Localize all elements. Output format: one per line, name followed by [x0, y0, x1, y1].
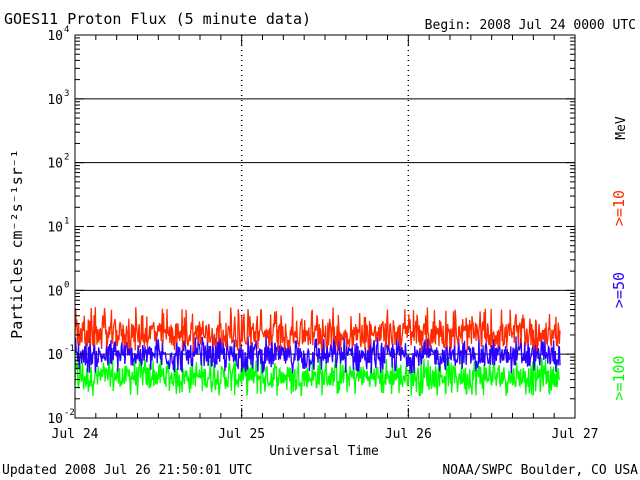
y-tick-exponent: -1 [64, 344, 75, 354]
y-tick-label: 10 [47, 157, 63, 172]
y-tick-label: 10 [47, 348, 63, 363]
y-tick-exponent: -2 [64, 408, 75, 418]
x-tick-label: Jul 24 [52, 427, 99, 442]
updated-time: Updated 2008 Jul 26 21:50:01 UTC [2, 463, 252, 478]
x-axis-label: Universal Time [269, 444, 379, 459]
begin-time: Begin: 2008 Jul 24 0000 UTC [425, 18, 636, 33]
source-label: NOAA/SWPC Boulder, CO USA [442, 463, 638, 478]
series-line-10 [74, 306, 561, 352]
y-axis-label: Particles cm⁻²s⁻¹sr⁻¹ [8, 149, 26, 339]
legend-label-10: >=10 [610, 190, 628, 226]
chart-title: GOES11 Proton Flux (5 minute data) [4, 10, 311, 28]
y-tick-exponent: 2 [64, 153, 69, 163]
series-line-50 [74, 334, 561, 374]
series-layer [74, 306, 561, 397]
x-tick-label: Jul 27 [552, 427, 599, 442]
y-tick-label: 10 [47, 29, 63, 44]
y-tick-exponent: 1 [64, 217, 69, 227]
legend-label-100: >=100 [610, 355, 628, 400]
y-tick-label: 10 [47, 284, 63, 299]
y-tick-label: 10 [47, 221, 63, 236]
unit-label: MeV [614, 116, 629, 140]
y-tick-label: 10 [47, 93, 63, 108]
x-tick-label: Jul 26 [385, 427, 432, 442]
y-tick-exponent: 0 [64, 280, 69, 290]
legend: >=10 >=50 >=100 [610, 190, 628, 401]
x-tick-label: Jul 25 [218, 427, 265, 442]
y-tick-label: 10 [47, 412, 63, 427]
y-tick-exponent: 4 [64, 25, 69, 35]
series-line-100 [74, 357, 561, 397]
y-tick-exponent: 3 [64, 89, 69, 99]
legend-label-50: >=50 [610, 272, 628, 308]
